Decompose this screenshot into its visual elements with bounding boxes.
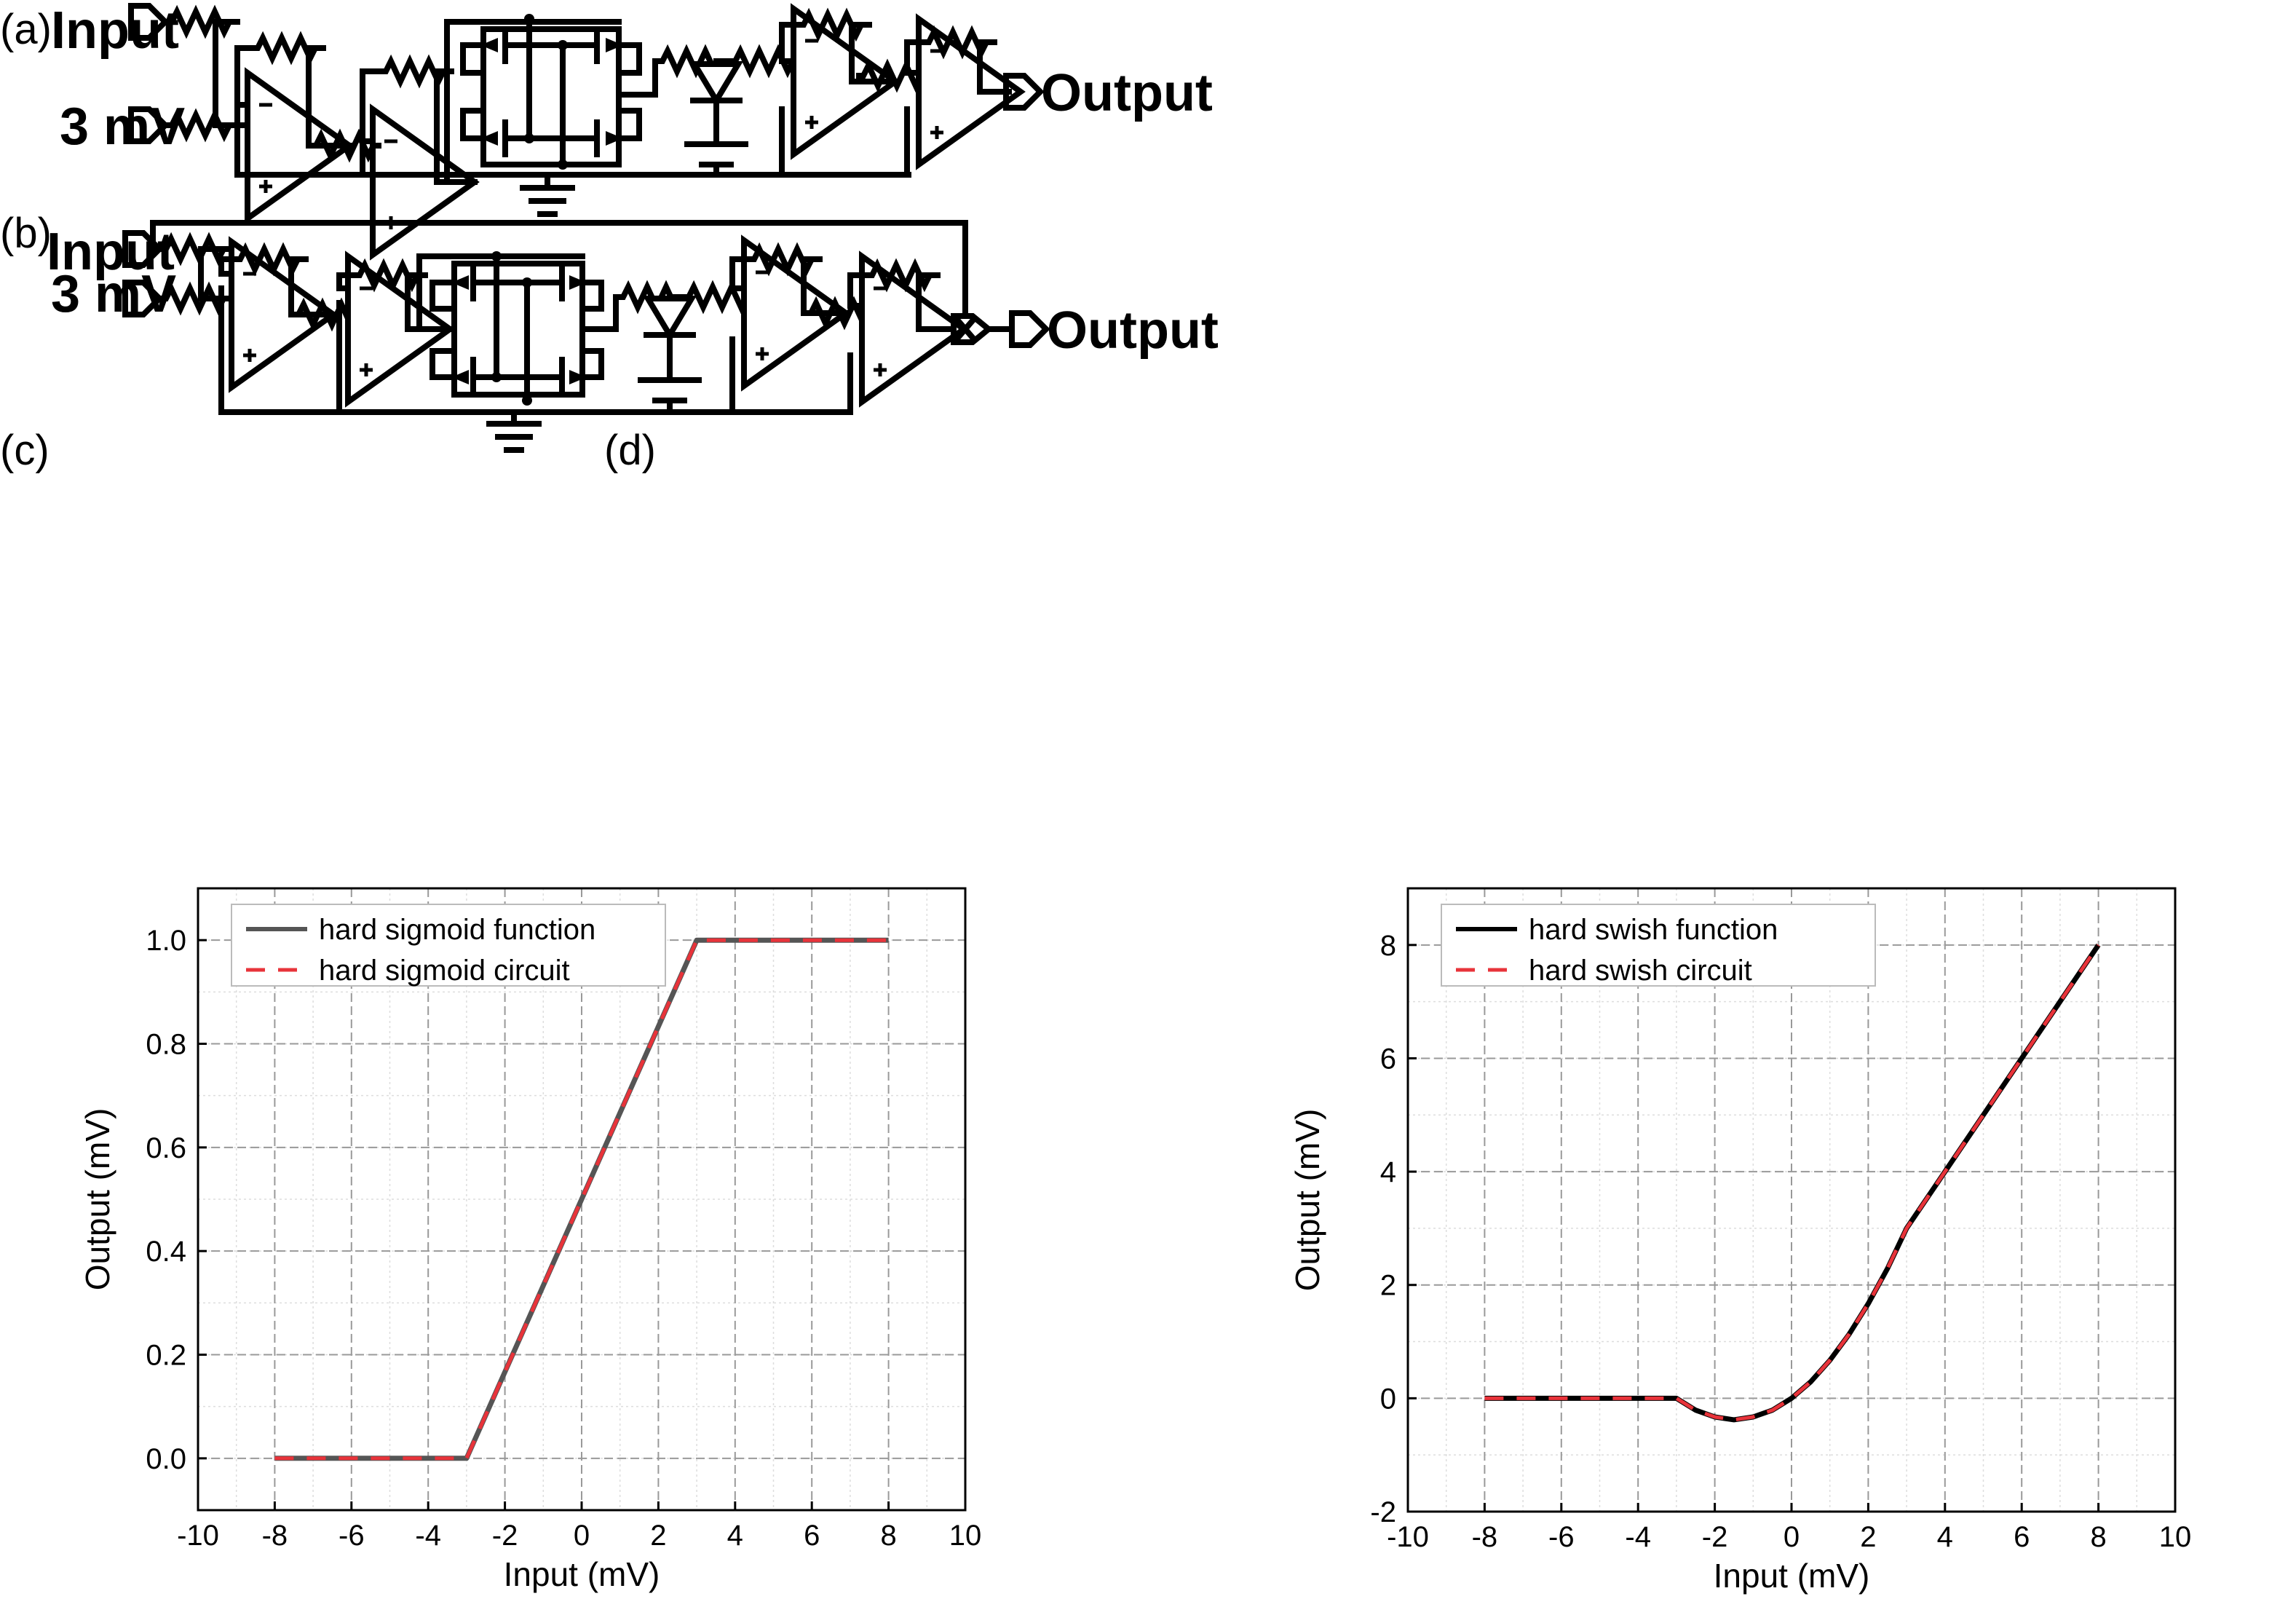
x-tick-label: -10	[177, 1520, 219, 1552]
x-tick-label: 8	[2090, 1521, 2106, 1553]
x-axis-label: Input (mV)	[504, 1555, 660, 1593]
schematic-a: (a) Input 3 mV	[0, 1, 1213, 255]
y-tick-label: 6	[1380, 1043, 1396, 1075]
y-tick-label: -2	[1370, 1496, 1396, 1528]
multiplier	[951, 313, 994, 345]
y-tick-label: 0.4	[146, 1236, 186, 1268]
x-tick-label: 4	[1937, 1521, 1953, 1553]
legend-box	[1441, 904, 1876, 987]
x-tick-label: 0	[1784, 1521, 1800, 1553]
x-tick-label: -6	[1548, 1521, 1575, 1553]
y-tick-label: 0.6	[146, 1132, 186, 1164]
x-tick-label: 6	[2014, 1521, 2030, 1553]
y-tick-label: 0	[1380, 1383, 1396, 1415]
x-tick-label: -4	[1625, 1521, 1651, 1553]
y-tick-label: 0.0	[146, 1443, 186, 1475]
battery	[687, 144, 745, 165]
diode	[646, 299, 693, 335]
output-label-a: Output	[1041, 64, 1213, 122]
y-axis-label: Output (mV)	[1288, 1109, 1326, 1292]
battery	[641, 380, 699, 400]
x-tick-label: 6	[804, 1520, 820, 1552]
series-line-2	[1484, 944, 2100, 1422]
x-tick-label: 8	[880, 1520, 896, 1552]
legend-label-2: hard sigmoid circuit	[319, 955, 570, 987]
x-tick-label: 2	[1860, 1521, 1876, 1553]
chart-hard-swish: -10 -8 -6 -4 -2 0 2 4 6 8 10 -2 0 2 4 6 8 Input (mV) Outpu…	[1288, 887, 2192, 1595]
legend-box	[231, 904, 666, 987]
legend-label-1: hard swish function	[1529, 914, 1778, 946]
ground-symbol	[489, 424, 539, 450]
x-tick-label: -10	[1387, 1521, 1429, 1553]
x-tick-label: 10	[2159, 1521, 2192, 1553]
x-tick-label: -2	[1702, 1521, 1728, 1553]
chart-hard-sigmoid: -10 -8 -6 -4 -2 0 2 4 6 8 10 0.0 0.2 0.4 0.6 0.8 1.0 Inpu…	[79, 887, 982, 1593]
ground-symbol	[523, 188, 572, 214]
y-tick-label: 0.2	[146, 1340, 186, 1372]
y-tick-label: 1.0	[146, 925, 186, 957]
series-line-1	[274, 937, 889, 1461]
legend-label-2: hard swish circuit	[1529, 955, 1752, 987]
transistor-bridge	[429, 251, 604, 406]
legend-label-1: hard sigmoid function	[319, 914, 595, 946]
x-tick-label: -2	[492, 1520, 518, 1552]
y-tick-label: 4	[1380, 1156, 1396, 1188]
panel-label-a: (a)	[0, 6, 52, 53]
output-pin-b	[1012, 313, 1046, 345]
x-axis-label: Input (mV)	[1714, 1557, 1870, 1595]
x-tick-label: 2	[650, 1520, 666, 1552]
schematic-b: (b) Input 3 mV	[0, 210, 1219, 450]
x-tick-label: -8	[262, 1520, 288, 1552]
x-tick-label: -8	[1472, 1521, 1498, 1553]
y-tick-label: 2	[1380, 1270, 1396, 1302]
panel-label-c: (c)	[0, 427, 50, 474]
x-tick-label: 4	[727, 1520, 743, 1552]
panel-label-b: (b)	[0, 210, 52, 257]
transistor-bridge	[460, 14, 642, 170]
x-tick-label: -4	[415, 1520, 441, 1552]
x-tick-label: 0	[574, 1520, 590, 1552]
y-tick-label: 0.8	[146, 1029, 186, 1061]
output-label-b: Output	[1047, 301, 1219, 360]
x-tick-label: 10	[949, 1520, 982, 1552]
y-axis-label: Output (mV)	[79, 1108, 116, 1291]
x-tick-label: -6	[339, 1520, 365, 1552]
panel-label-d: (d)	[604, 427, 656, 474]
diode	[693, 64, 740, 100]
y-tick-label: 8	[1380, 930, 1396, 962]
